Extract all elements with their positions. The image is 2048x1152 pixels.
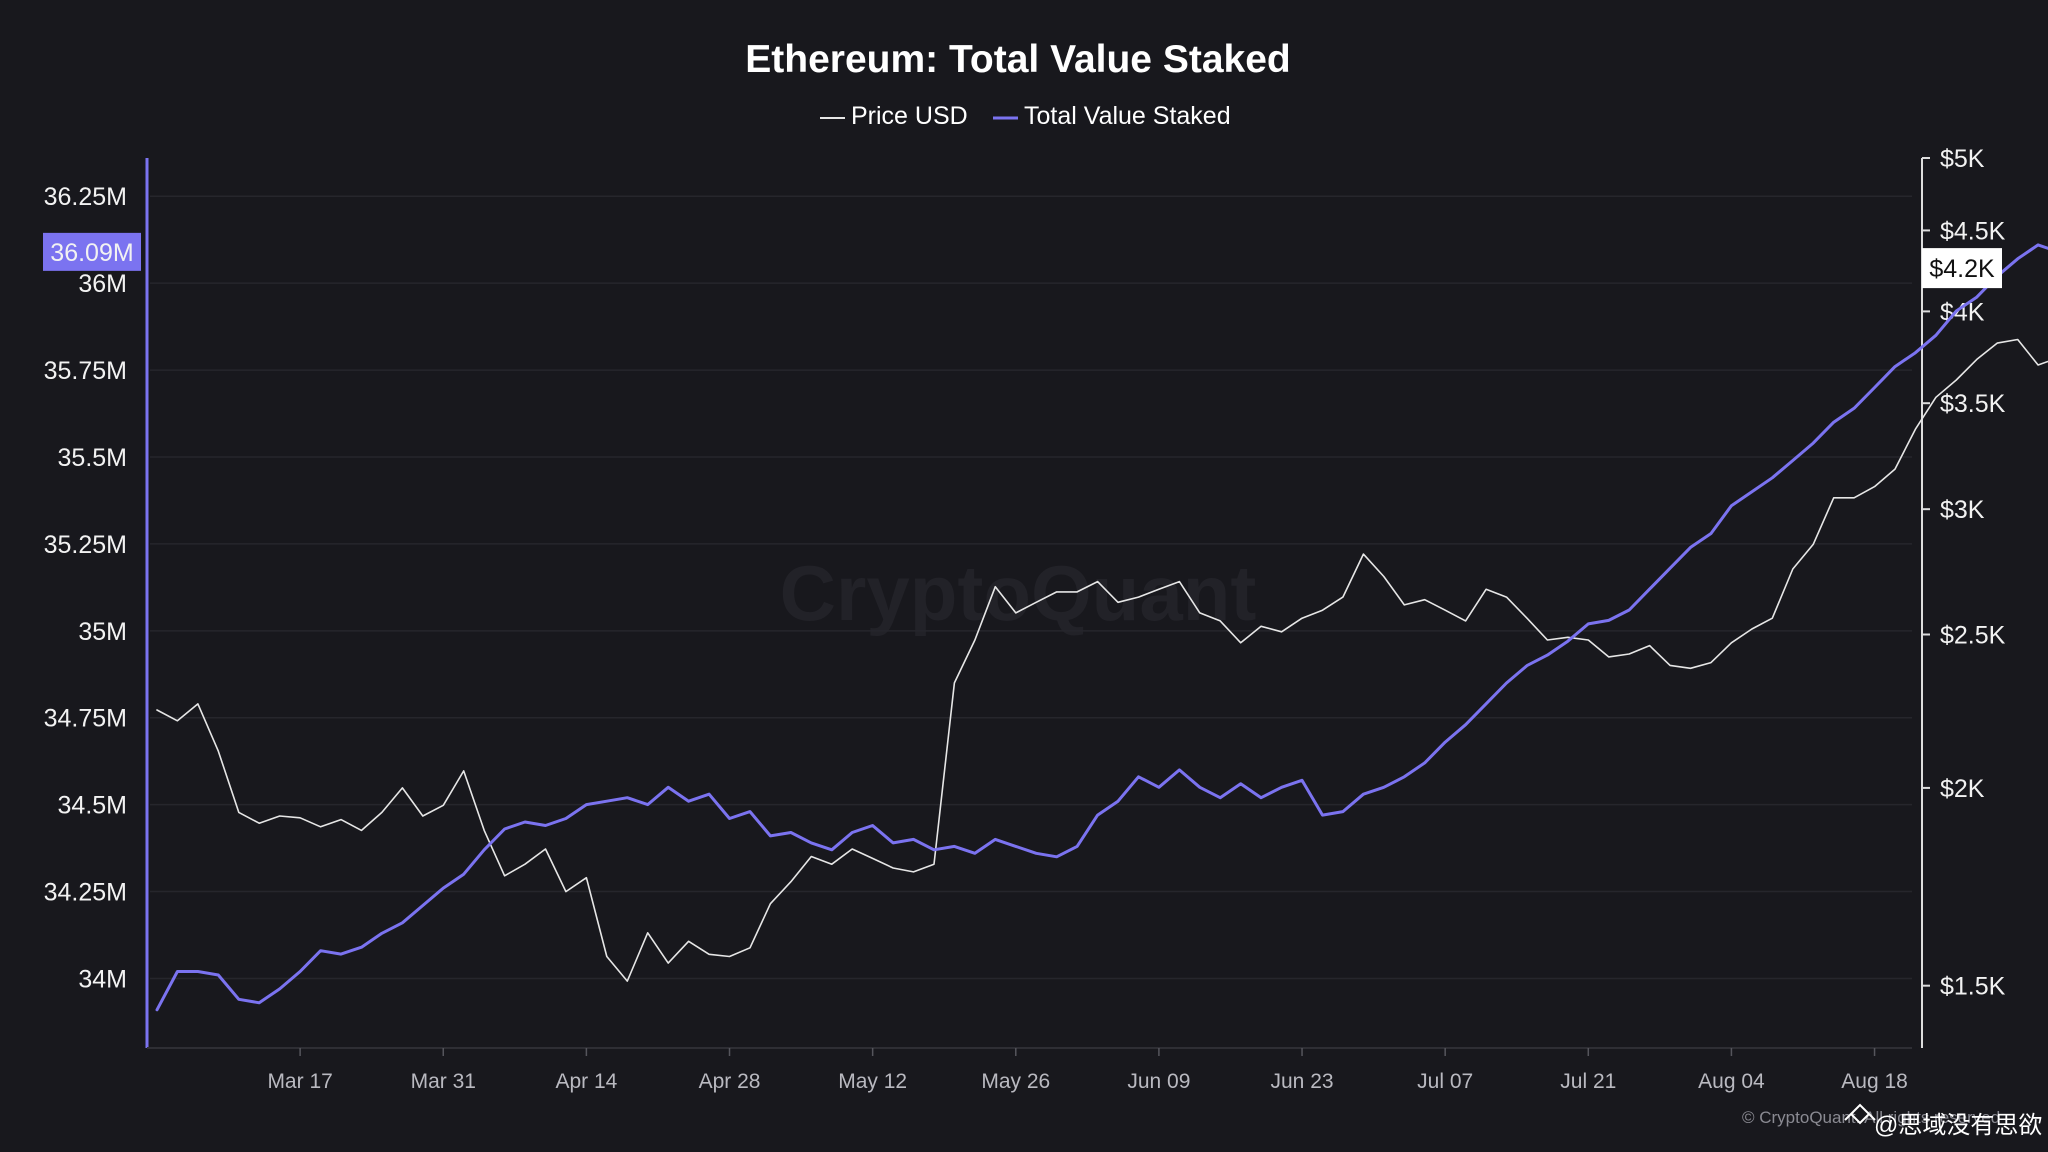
series-layer bbox=[155, 243, 2048, 1012]
x-tick-label: Aug 18 bbox=[1841, 1070, 1908, 1093]
x-tick-label: Apr 28 bbox=[699, 1070, 761, 1093]
x-ticks: Mar 17 Mar 31 Apr 14 Apr 28 May 12 May 26 Jun … bbox=[267, 1048, 1908, 1093]
left-y-ticks: 34M 34.25M 34.5M 34.75M 35M 35.25M 35.5M 35.75M… bbox=[44, 183, 127, 993]
watermark: CryptoQuant bbox=[780, 549, 1257, 637]
right-y-tick-label: $2.5K bbox=[1940, 622, 2006, 650]
x-tick-label: Apr 14 bbox=[555, 1070, 617, 1093]
attribution: @思域没有思欲 bbox=[1844, 1103, 2042, 1139]
left-y-tick-label: 35.5M bbox=[58, 444, 127, 472]
x-tick-label: Jul 07 bbox=[1417, 1070, 1473, 1093]
chart-title: Ethereum: Total Value Staked bbox=[745, 38, 1290, 81]
left-y-tick-label: 36M bbox=[78, 270, 127, 298]
binance-icon bbox=[1844, 1103, 1876, 1125]
right-y-tick-label: $3.5K bbox=[1940, 390, 2006, 418]
x-tick-label: Mar 31 bbox=[411, 1070, 476, 1093]
right-y-tick-label: $1.5K bbox=[1940, 973, 2006, 1001]
left-y-tick-label: 34.5M bbox=[58, 792, 127, 820]
x-tick-label: Jul 21 bbox=[1560, 1070, 1616, 1093]
right-y-ticks: $1.5K$2K$2.5K$3K$3.5K$4K$4.5K$5K bbox=[1922, 145, 2006, 1001]
legend: Price USD Total Value Staked bbox=[820, 102, 1231, 130]
right-y-tick-label: $2K bbox=[1940, 775, 1985, 803]
price-usd-line bbox=[156, 338, 2048, 982]
tvs-current-badge: 36.09M bbox=[43, 232, 141, 271]
x-tick-label: Aug 04 bbox=[1698, 1070, 1765, 1093]
legend-label-price[interactable]: Price USD bbox=[851, 102, 968, 130]
x-tick-label: May 12 bbox=[838, 1070, 907, 1093]
right-y-tick-label: $4.5K bbox=[1940, 217, 2006, 245]
x-tick-label: May 26 bbox=[981, 1070, 1050, 1093]
price-current-badge-bg bbox=[1922, 248, 2002, 289]
tvs-current-badge-bg bbox=[43, 232, 141, 271]
left-y-tick-label: 35.25M bbox=[44, 531, 127, 559]
legend-label-tvs[interactable]: Total Value Staked bbox=[1024, 102, 1231, 130]
left-y-tick-label: 34.25M bbox=[44, 879, 127, 907]
left-y-tick-label: 34.75M bbox=[44, 705, 127, 733]
left-y-tick-label: 36.25M bbox=[44, 183, 127, 211]
price-current-label: $4.2K bbox=[1929, 255, 1995, 283]
tvs-current-label: 36.09M bbox=[50, 239, 133, 267]
price-current-badge: $4.2K bbox=[1922, 248, 2002, 289]
left-y-tick-label: 35M bbox=[78, 618, 127, 646]
total-value-staked-line bbox=[155, 243, 2048, 1012]
attribution-handle: @思域没有思欲 bbox=[1874, 1112, 2042, 1139]
left-y-tick-label: 34M bbox=[78, 965, 127, 993]
left-y-tick-label: 35.75M bbox=[44, 357, 127, 385]
right-y-tick-label: $5K bbox=[1940, 145, 1985, 173]
x-tick-label: Mar 17 bbox=[267, 1070, 332, 1093]
x-tick-label: Jun 09 bbox=[1127, 1070, 1190, 1093]
x-tick-label: Jun 23 bbox=[1271, 1070, 1334, 1093]
right-y-tick-label: $3K bbox=[1940, 496, 1985, 524]
